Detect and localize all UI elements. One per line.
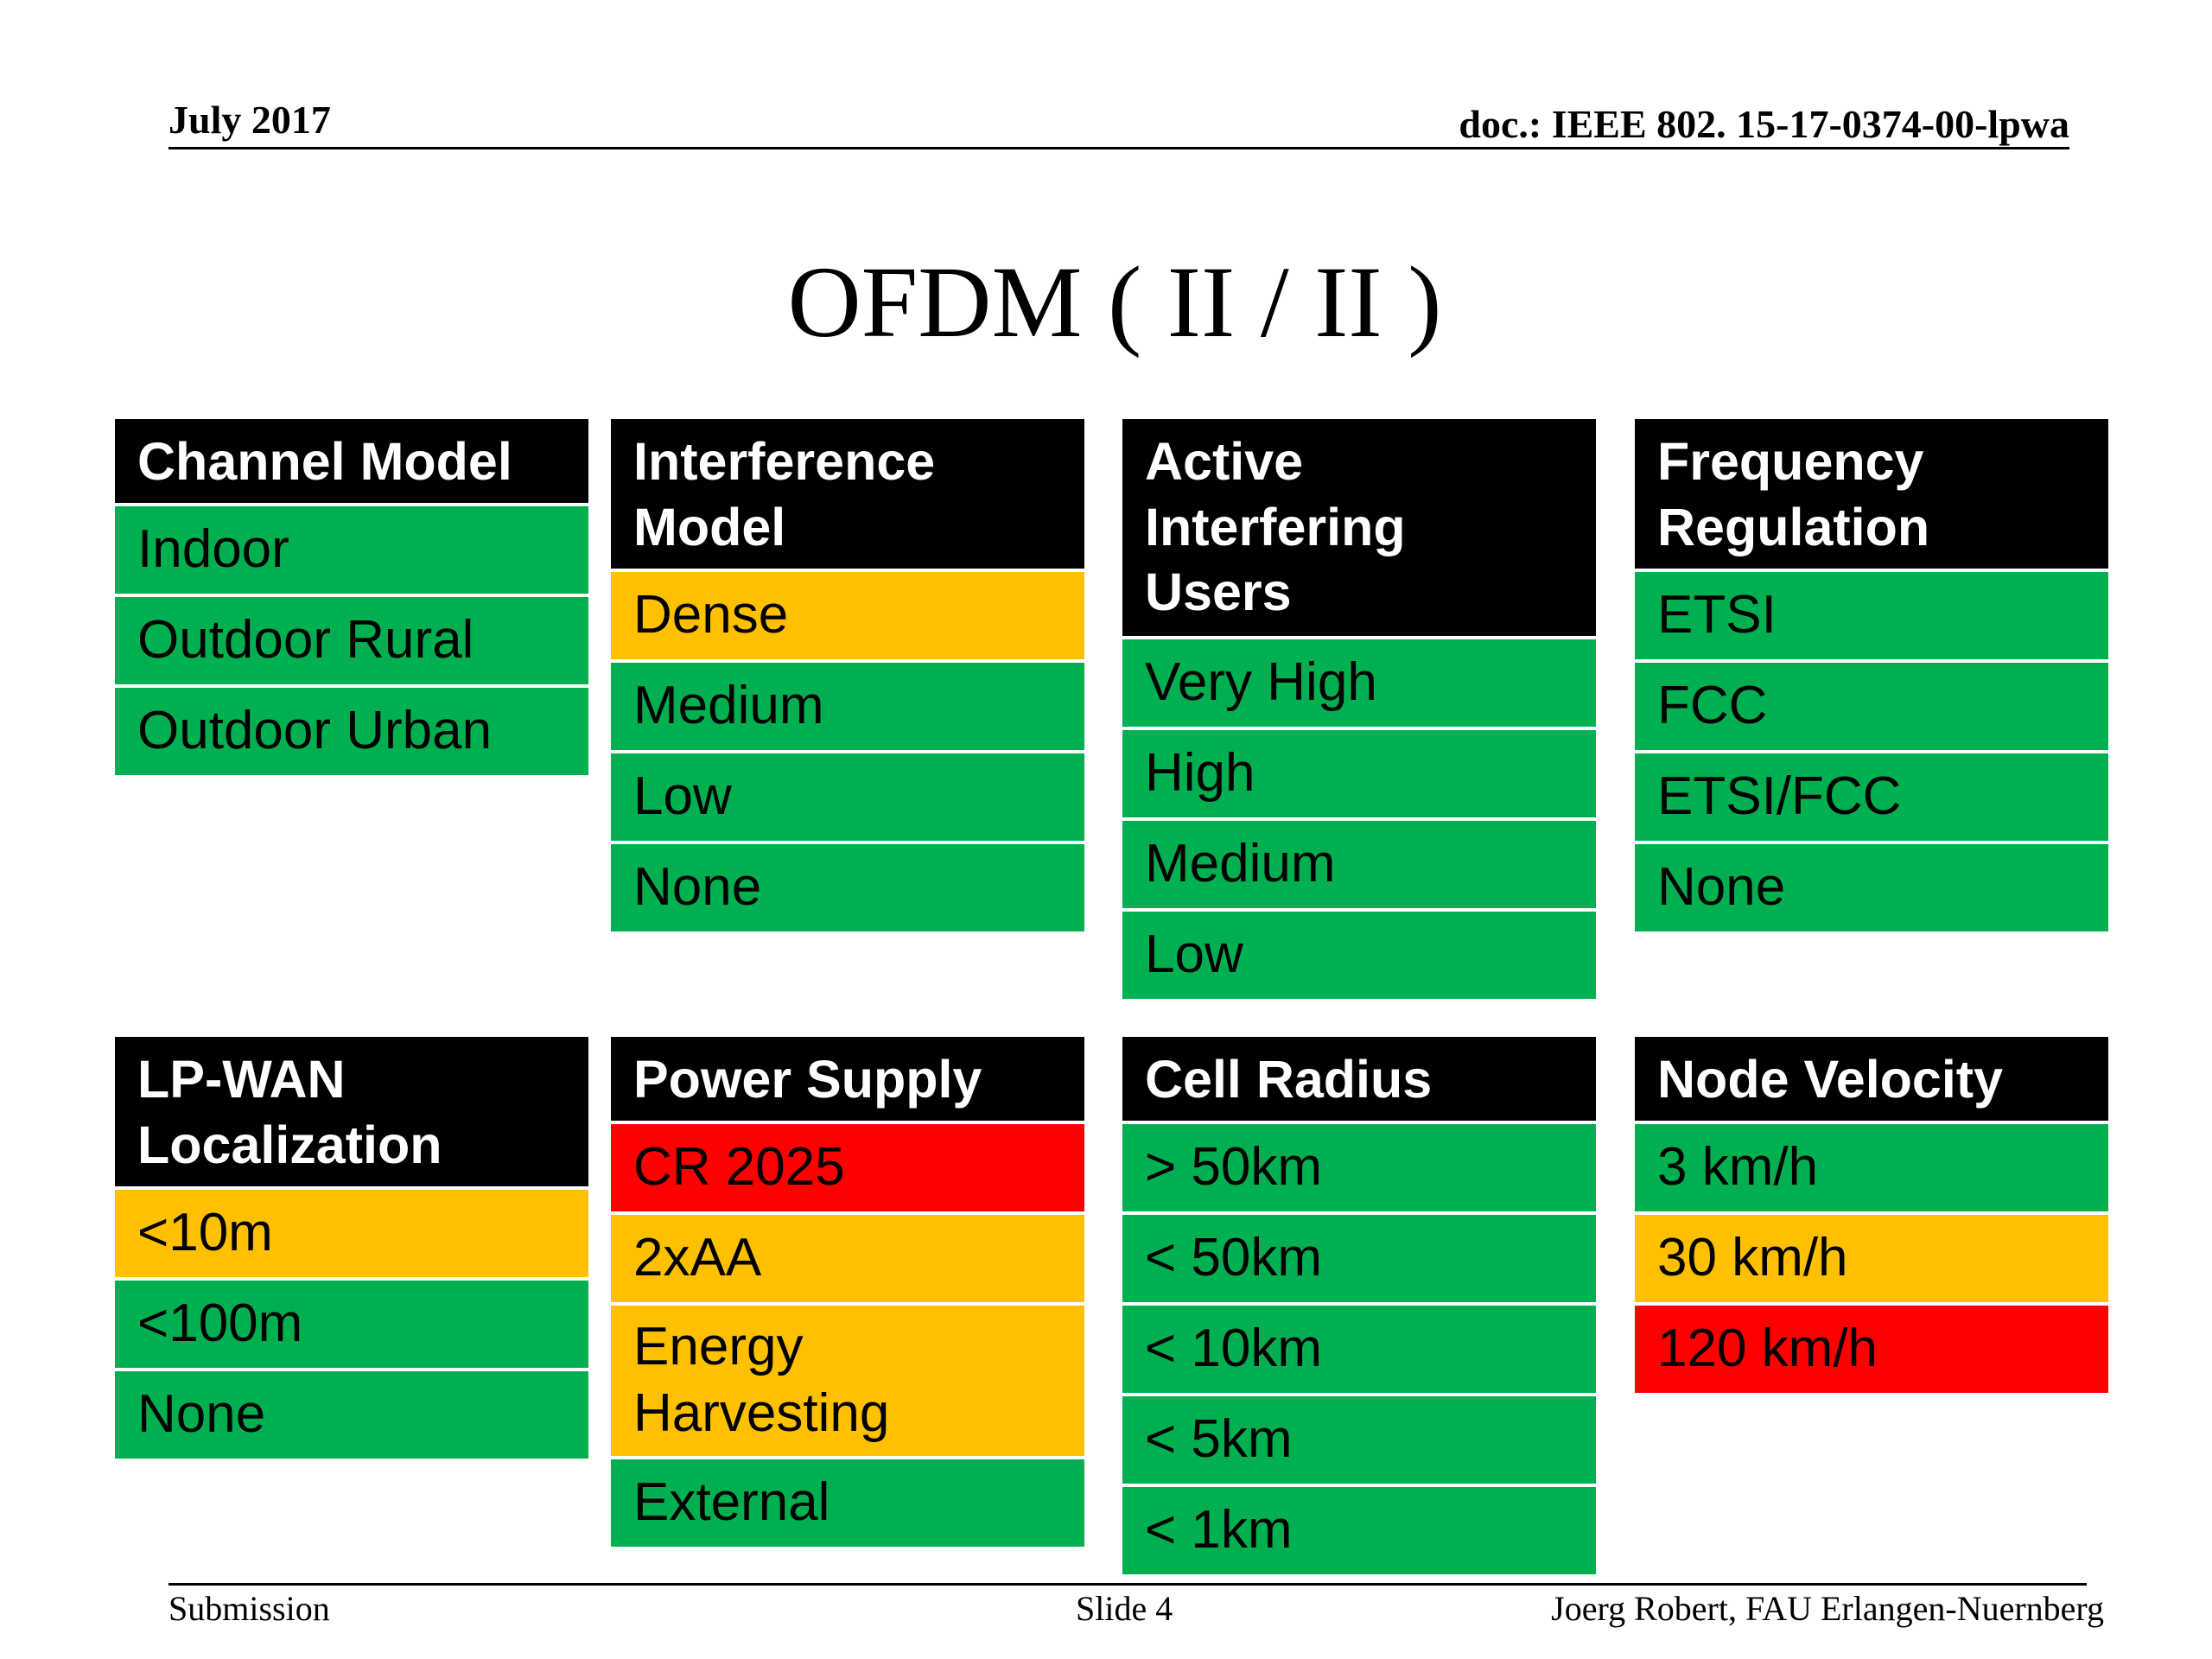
table-item: None (611, 844, 1084, 931)
table-power-supply: Power Supply CR 2025 2xAA Energy Harvest… (611, 1037, 1084, 1550)
table-item: CR 2025 (611, 1124, 1084, 1211)
slide-title: OFDM ( II / II ) (787, 245, 1442, 359)
footer-submission: Submission (168, 1589, 330, 1628)
table-node-velocity: Node Velocity 3 km/h 30 km/h 120 km/h (1635, 1037, 2108, 1396)
table-item: <100m (115, 1281, 588, 1368)
table-item: Low (611, 753, 1084, 841)
table-item: 3 km/h (1635, 1124, 2108, 1211)
table-heading: Node Velocity (1635, 1037, 2108, 1121)
table-item: ETSI/FCC (1635, 753, 2108, 841)
table-frequency-regulation: Frequency Regulation ETSI FCC ETSI/FCC N… (1635, 419, 2108, 935)
table-item: Indoor (115, 506, 588, 594)
header-rule (168, 147, 2069, 149)
table-item: High (1122, 730, 1596, 817)
table-item: External (611, 1459, 1084, 1547)
table-heading: Cell Radius (1122, 1037, 1596, 1121)
table-item: None (1635, 844, 2108, 931)
table-lpwan-localization: LP-WAN Localization <10m <100m None (115, 1037, 588, 1462)
table-item: > 50km (1122, 1124, 1596, 1211)
table-heading: LP-WAN Localization (115, 1037, 588, 1186)
table-heading: Active Interfering Users (1122, 419, 1596, 636)
table-item: Outdoor Rural (115, 597, 588, 684)
header-date: July 2017 (168, 98, 331, 142)
table-cell-radius: Cell Radius > 50km < 50km < 10km < 5km <… (1122, 1037, 1596, 1578)
table-interference-model: Interference Model Dense Medium Low None (611, 419, 1084, 935)
table-item: < 50km (1122, 1215, 1596, 1302)
table-item: 120 km/h (1635, 1306, 2108, 1393)
table-item: Medium (611, 663, 1084, 750)
table-item: 30 km/h (1635, 1215, 2108, 1302)
footer-author: Joerg Robert, FAU Erlangen-Nuernberg (1551, 1589, 2104, 1628)
table-item: Low (1122, 912, 1596, 999)
table-active-interfering-users: Active Interfering Users Very High High … (1122, 419, 1596, 1002)
table-item: <10m (115, 1190, 588, 1277)
table-item: < 1km (1122, 1487, 1596, 1574)
table-heading: Interference Model (611, 419, 1084, 569)
header-doc-id: doc.: IEEE 802. 15-17-0374-00-lpwa (1459, 102, 2069, 146)
table-item: < 5km (1122, 1396, 1596, 1484)
table-item: Energy Harvesting (611, 1306, 1084, 1456)
table-item: None (115, 1371, 588, 1459)
table-item: Very High (1122, 639, 1596, 727)
table-item: Medium (1122, 821, 1596, 908)
footer-rule (168, 1583, 2087, 1586)
table-channel-model: Channel Model Indoor Outdoor Rural Outdo… (115, 419, 588, 779)
table-heading: Channel Model (115, 419, 588, 503)
footer-slide-number: Slide 4 (1076, 1589, 1173, 1628)
table-item: Outdoor Urban (115, 688, 588, 775)
table-item: 2xAA (611, 1215, 1084, 1302)
table-item: Dense (611, 572, 1084, 659)
table-item: FCC (1635, 663, 2108, 750)
table-item: < 10km (1122, 1306, 1596, 1393)
table-heading: Power Supply (611, 1037, 1084, 1121)
table-item: ETSI (1635, 572, 2108, 659)
table-heading: Frequency Regulation (1635, 419, 2108, 569)
